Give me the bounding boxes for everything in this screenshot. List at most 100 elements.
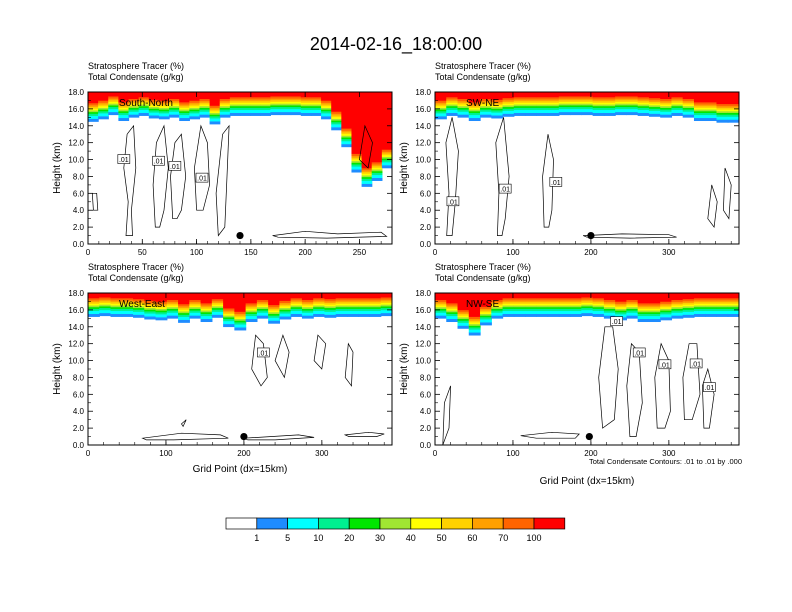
tracer-cell (457, 317, 470, 320)
footnote: Total Condensate Contours: .01 to .01 by… (589, 457, 742, 466)
tracer-cell (637, 112, 650, 116)
tracer-cell (369, 306, 382, 309)
tracer-column (189, 92, 201, 120)
tracer-cell (660, 305, 673, 308)
tracer-cell (648, 105, 661, 108)
tracer-cell (223, 308, 235, 311)
tracer-cell (727, 301, 739, 304)
panel-label-condensate: Total Condensate (g/kg) (435, 72, 531, 82)
tracer-cell (705, 92, 718, 103)
y-tick-label: 12.0 (415, 340, 431, 349)
tracer-cell (279, 307, 292, 310)
contour-label-box (632, 347, 646, 358)
tracer-cell (660, 98, 673, 102)
tracer-cell (660, 109, 673, 112)
tracer-cell (435, 303, 447, 306)
tracer-cell (179, 105, 190, 108)
y-tick-label: 4.0 (420, 206, 432, 215)
tracer-cell (346, 310, 359, 314)
tracer-cell (648, 303, 661, 306)
x-tick-label: 300 (662, 449, 676, 458)
tracer-column (110, 293, 123, 317)
tracer-cell (603, 305, 616, 308)
tracer-cell (716, 92, 729, 105)
tracer-cell (381, 165, 392, 169)
tracer-cell (446, 315, 459, 320)
tracer-column (155, 293, 168, 321)
tracer-column (209, 92, 221, 125)
tracer-cell (361, 175, 373, 178)
tracer-cell (219, 109, 231, 112)
contour-line (682, 343, 701, 421)
colorbar-label: 5 (285, 533, 290, 543)
tracer-cell (346, 303, 359, 306)
tracer-cell (581, 100, 594, 103)
tracer-cell (480, 312, 492, 314)
tracer-column (199, 92, 211, 118)
tracer-cell (581, 299, 594, 302)
tracer-cell (480, 105, 492, 108)
tracer-cell (648, 100, 661, 103)
tracer-cell (358, 298, 371, 301)
tracer-cell (671, 105, 684, 108)
tracer-cell (457, 111, 470, 115)
tracer-cell (155, 306, 168, 309)
colorbar-label: 100 (526, 533, 541, 543)
tracer-cell (558, 298, 571, 301)
tracer-cell (321, 105, 332, 108)
tracer-cell (536, 303, 549, 306)
tracer-cell (727, 119, 739, 123)
tracer-cell (603, 315, 616, 319)
tracer-cell (525, 301, 537, 304)
tracer-cell (88, 308, 100, 312)
tracer-cell (88, 118, 99, 122)
tracer-cell (603, 301, 616, 304)
tracer-cell (480, 315, 492, 318)
tracer-cell (290, 111, 302, 116)
tracer-cell (351, 162, 363, 165)
tracer-cell (290, 313, 303, 317)
colorbar-swatch (379, 517, 412, 530)
tracer-cell (300, 100, 312, 103)
tracer-cell (558, 96, 571, 99)
tracer-cell (245, 306, 258, 309)
tracer-cell (211, 314, 224, 318)
tracer-cell (457, 313, 470, 316)
tracer-cell (615, 306, 628, 309)
tracer-cell (435, 100, 447, 103)
tracer-cell (381, 92, 392, 150)
y-tick-label: 6.0 (420, 189, 432, 198)
y-tick-label: 0.0 (73, 240, 85, 249)
tracer-cell (615, 310, 628, 313)
tracer-cell (341, 143, 353, 148)
tracer-column (200, 293, 213, 323)
tracer-cell (108, 92, 119, 97)
tracer-cell (570, 111, 582, 116)
y-axis-label: Height (km) (399, 343, 410, 395)
tracer-cell (727, 305, 739, 308)
tracer-cell (727, 310, 739, 314)
tracer-cell (570, 92, 582, 97)
tracer-cell (502, 301, 515, 304)
tracer-cell (310, 104, 322, 107)
tracer-cell (603, 97, 616, 100)
tracer-cell (592, 92, 605, 98)
tracer-cell (705, 303, 718, 306)
tracer-cell (200, 293, 213, 304)
colorbar-swatch (256, 517, 288, 530)
tracer-cell (660, 310, 673, 313)
tracer-cell (468, 318, 481, 321)
tracer-cell (435, 109, 447, 112)
tracer-cell (446, 313, 459, 317)
tracer-cell (693, 107, 706, 110)
tracer-cell (358, 313, 371, 317)
tracer-cell (133, 314, 145, 318)
tracer-cell (351, 160, 363, 163)
tracer-cell (468, 102, 481, 105)
tracer-cell (240, 107, 251, 111)
tracer-cell (446, 112, 459, 116)
tracer-cell (335, 313, 348, 317)
tracer-cell (351, 159, 363, 162)
tracer-cell (682, 102, 695, 105)
tracer-column (581, 293, 594, 317)
